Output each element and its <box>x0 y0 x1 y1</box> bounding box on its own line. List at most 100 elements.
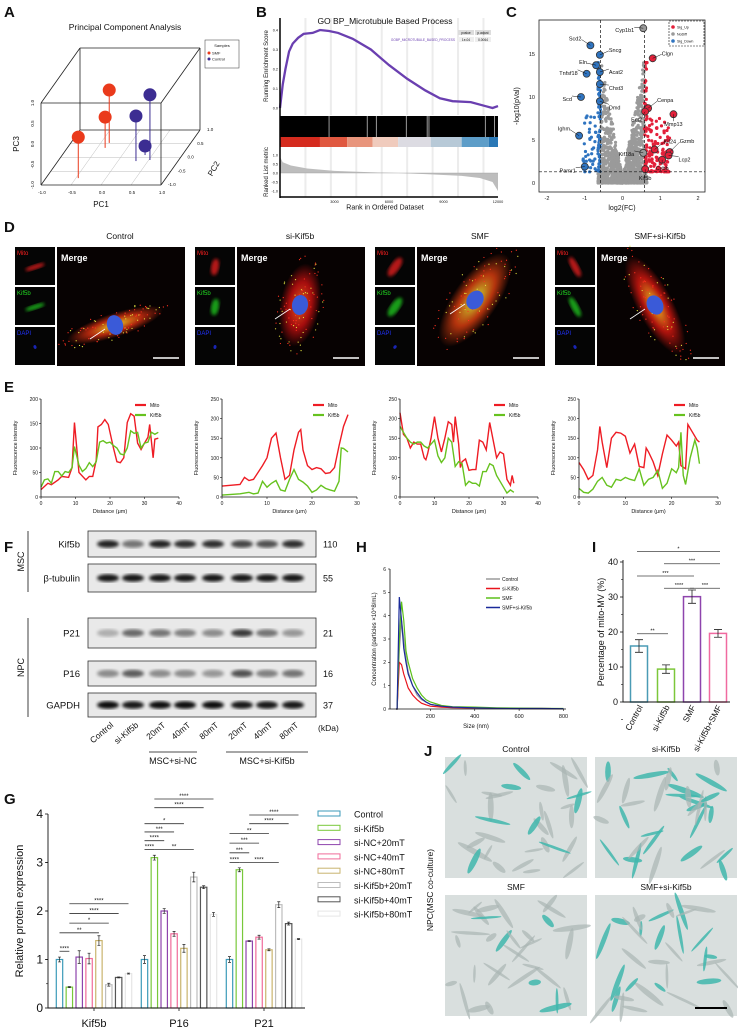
data-point <box>644 89 648 93</box>
error-bar <box>212 912 216 917</box>
y-tick-label: 100 <box>389 456 398 462</box>
mito-puncta <box>495 263 497 265</box>
channel-label: Mito <box>557 251 569 257</box>
mito-puncta <box>631 255 634 257</box>
channel-label: Kif5b <box>377 291 391 297</box>
gene-label: Cenpa <box>657 98 674 104</box>
data-point-smf <box>102 83 116 97</box>
senescent-cell <box>680 845 703 862</box>
mito-puncta <box>672 321 674 323</box>
data-point <box>614 176 618 181</box>
data-point <box>640 157 644 161</box>
data-point <box>647 123 652 128</box>
data-point <box>640 130 645 134</box>
mito-puncta <box>647 289 649 291</box>
cell <box>485 1001 494 1015</box>
error-bar <box>87 952 91 965</box>
data-point-smf <box>98 110 112 124</box>
data-point <box>584 154 588 159</box>
data-point <box>645 143 649 147</box>
protein-label: β-tubulin <box>43 574 80 585</box>
merge-image <box>57 247 185 366</box>
data-point <box>633 150 637 154</box>
staining-image-1: si-Kif5b <box>593 744 737 885</box>
mito-puncta <box>644 281 646 283</box>
senescent-cell <box>708 805 714 824</box>
data-point <box>654 119 658 123</box>
chart-e1-profile: 0 50 100 150 200 0 10 20 30 40 Distance (μm) Fluore… <box>13 397 182 515</box>
table-value-cell <box>458 37 474 42</box>
data-point <box>633 145 637 149</box>
chart-a-pca: Principal Component Analysis-1.0-1.0-1.0… <box>12 22 240 209</box>
cell <box>445 980 458 987</box>
protein-band <box>122 629 144 637</box>
y-tick-label: 2 <box>383 660 386 666</box>
y-tick-label: 0 <box>35 495 38 501</box>
data-point <box>659 124 664 128</box>
mito-puncta <box>314 272 316 275</box>
protein-band <box>256 629 278 637</box>
error-bar <box>267 948 271 952</box>
data-point <box>589 115 593 119</box>
mito-puncta <box>515 249 517 251</box>
mito-puncta <box>482 324 484 326</box>
mito-puncta <box>298 324 300 326</box>
data-point <box>667 170 671 174</box>
panel-labels: A B C D E F G H I J <box>4 4 596 808</box>
kda-label: 21 <box>323 629 333 639</box>
significance-label: **** <box>264 819 274 825</box>
bar-si-kif5b <box>65 986 74 1009</box>
senescent-cell <box>528 979 541 986</box>
mito-puncta <box>139 304 141 306</box>
data-point <box>594 169 598 173</box>
staining-image-0: Control <box>442 744 592 879</box>
mito-puncta <box>75 340 77 342</box>
y-axis-label: Fluorescence intensity <box>551 420 557 475</box>
y-tick-label: 2 <box>36 904 43 918</box>
mito-puncta <box>456 341 458 343</box>
mito-puncta <box>126 328 128 330</box>
y-tick-label: 0.2 <box>273 68 278 72</box>
protein-label: Kif5b <box>58 540 80 551</box>
protein-band <box>149 574 171 582</box>
cell <box>459 982 471 1020</box>
mito-puncta <box>640 277 642 279</box>
data-point <box>614 173 618 177</box>
cell <box>593 815 609 824</box>
bar-si-kif5b-40mt <box>114 976 123 1009</box>
x-tick-label: 0 <box>621 196 624 202</box>
senescent-cell <box>539 1002 572 1013</box>
data-point <box>603 106 607 110</box>
x-axis-label: Size (nm) <box>463 724 489 730</box>
data-point <box>627 166 631 170</box>
mito-puncta <box>671 326 673 328</box>
x-axis-label: PC1 <box>93 200 109 209</box>
significance-label: **** <box>179 794 189 800</box>
senescent-cell <box>654 982 666 992</box>
mito-puncta <box>449 292 451 294</box>
mito-puncta <box>465 284 467 287</box>
cell <box>563 862 585 879</box>
mito-puncta <box>295 329 297 331</box>
data-point <box>632 138 636 142</box>
data-point <box>605 116 609 120</box>
group-title: si-Kif5b <box>286 231 315 241</box>
y-tick-label: 6 <box>383 567 386 573</box>
senescent-cell <box>718 859 728 881</box>
mito-puncta <box>667 328 669 331</box>
mito-puncta <box>294 279 297 281</box>
protein-band <box>202 701 224 709</box>
kda-label: 55 <box>323 574 333 584</box>
cell-signal <box>573 345 577 349</box>
pc3-tick: 0.5 <box>30 120 35 127</box>
data-point <box>635 101 639 105</box>
x-tick-label: 1 <box>659 196 662 202</box>
blot-row-4: GAPDH 37 <box>46 692 333 718</box>
y-tick-label: 10 <box>608 662 618 672</box>
gene-label: Mmp13 <box>664 122 682 128</box>
mito-puncta <box>97 339 100 341</box>
panel-label-i: I <box>592 539 596 556</box>
protein-band <box>256 540 278 548</box>
data-point <box>618 178 622 182</box>
data-point <box>609 178 613 183</box>
